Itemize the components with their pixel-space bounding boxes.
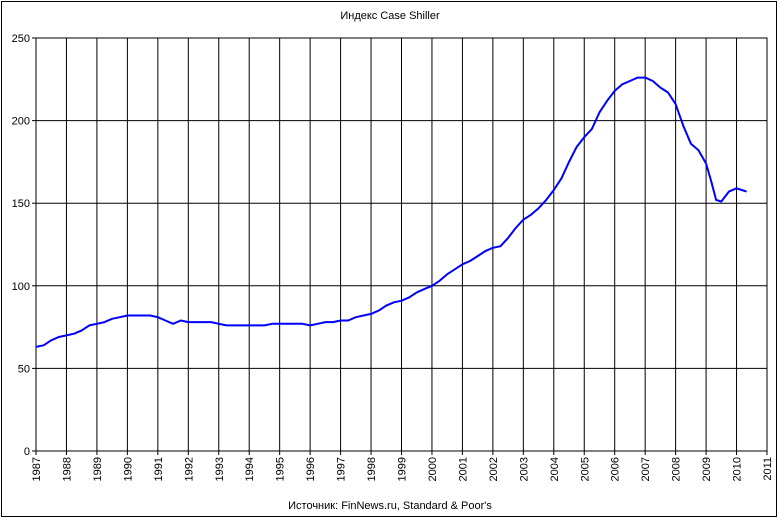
x-tick-label-1995: 1995: [275, 457, 287, 481]
x-tick-label-1987: 1987: [31, 457, 43, 481]
x-tick-label-1988: 1988: [61, 457, 73, 481]
x-tick-label-1990: 1990: [122, 457, 134, 481]
chart-title: Индекс Case Shiller: [340, 10, 440, 22]
x-tick-label-2010: 2010: [732, 457, 744, 481]
x-tick-label-2006: 2006: [610, 457, 622, 481]
x-tick-label-1998: 1998: [366, 457, 378, 481]
x-tick-label-1993: 1993: [214, 457, 226, 481]
plot-area-border: [35, 37, 768, 452]
x-tick-label-2011: 2011: [762, 457, 774, 481]
y-tick-label-250: 250: [12, 33, 30, 45]
x-tick-label-2004: 2004: [549, 457, 561, 481]
axes: [32, 37, 768, 455]
vertical-gridlines: [35, 38, 768, 451]
x-tick-label-1994: 1994: [244, 457, 256, 481]
x-tick-label-2003: 2003: [518, 457, 530, 481]
x-tick-label-1992: 1992: [183, 457, 195, 481]
y-axis-tick-labels: 0 50 100 150 200 250: [12, 33, 30, 458]
y-tick-label-50: 50: [18, 363, 30, 375]
x-tick-label-2008: 2008: [671, 457, 683, 481]
x-tick-label-2009: 2009: [701, 457, 713, 481]
x-tick-label-2002: 2002: [488, 457, 500, 481]
series-layer: [35, 76, 747, 348]
series-line-0: [35, 76, 747, 348]
chart-source: Источник: FinNews.ru, Standard & Poor's: [288, 500, 492, 512]
x-tick-label-1989: 1989: [92, 457, 104, 481]
x-tick-label-2005: 2005: [579, 457, 591, 481]
x-tick-label-1991: 1991: [153, 457, 165, 481]
y-tick-label-0: 0: [24, 446, 30, 458]
x-tick-label-1996: 1996: [305, 457, 317, 481]
x-axis-tick-labels: 1987 1988 1989 1990 1991 1992 1993 1994 1995 1996…: [31, 457, 774, 481]
x-tick-label-2001: 2001: [457, 457, 469, 481]
x-tick-label-2007: 2007: [640, 457, 652, 481]
y-tick-label-100: 100: [12, 281, 30, 293]
x-tick-label-1997: 1997: [336, 457, 348, 481]
x-tick-label-2000: 2000: [427, 457, 439, 481]
x-tick-label-1999: 1999: [397, 457, 409, 481]
y-tick-label-150: 150: [12, 198, 30, 210]
y-tick-label-200: 200: [12, 116, 30, 128]
